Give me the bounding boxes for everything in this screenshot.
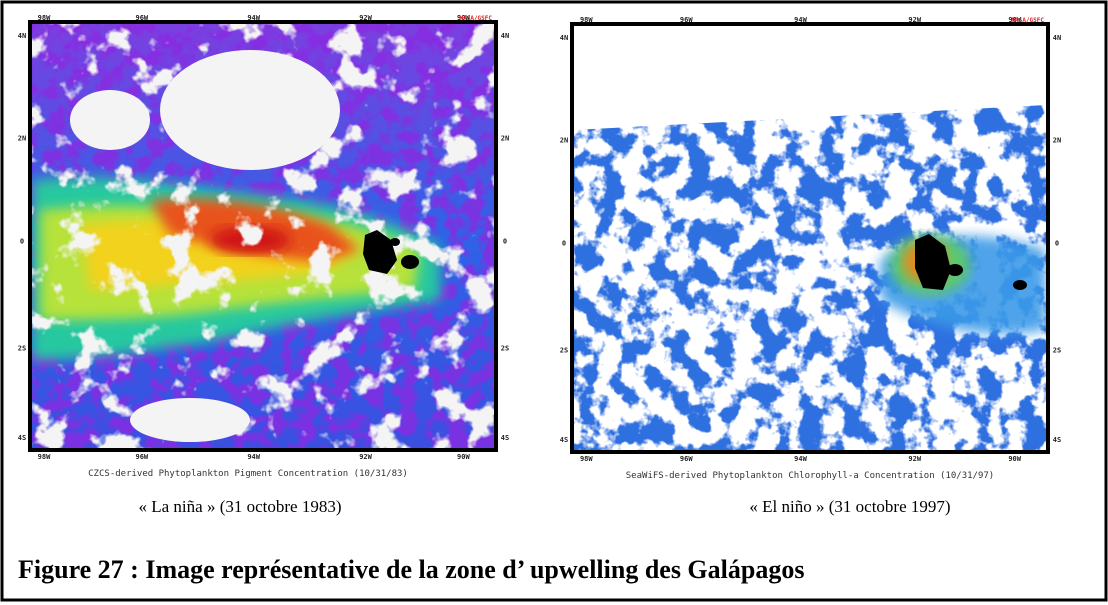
map-left (32, 24, 494, 448)
map-right (574, 26, 1046, 450)
lon-label: 96W (680, 455, 693, 463)
lat-label: 0 (1055, 239, 1059, 247)
lon-label: 94W (247, 14, 260, 22)
lon-label: 96W (136, 14, 149, 22)
lat-label: 4S (18, 434, 26, 442)
lon-label: 92W (359, 453, 372, 461)
lon-label: 92W (359, 14, 372, 22)
lat-label: 2S (560, 346, 568, 354)
lat-label: 4S (560, 436, 568, 444)
lat-label: 4N (18, 32, 26, 40)
figure-caption: Figure 27 : Image représentative de la z… (18, 555, 804, 584)
lon-label: 96W (680, 16, 693, 24)
lon-label: 98W (38, 14, 51, 22)
lat-label: 4S (1053, 436, 1061, 444)
lon-label: 94W (794, 16, 807, 24)
lon-label: 94W (247, 453, 260, 461)
page: {"figure": {"caption": "Figure 27 : Imag… (0, 0, 1108, 605)
lat-label: 2N (18, 135, 26, 143)
lat-label: 2N (1053, 137, 1061, 145)
lat-label: 2S (18, 344, 26, 352)
lon-label: 90W (1008, 455, 1021, 463)
lat-label: 4S (501, 434, 509, 442)
lon-label: 90W (457, 453, 470, 461)
credit: NASA/GSFC (1011, 17, 1044, 24)
lon-label: 94W (794, 455, 807, 463)
lon-label: 98W (580, 455, 593, 463)
body: 98W 98W 96W 96W 94W 94W 92W 92W 90W 90W 4N 4N 2N 2N 0 0… (0, 0, 1108, 605)
lon-label: 96W (136, 453, 149, 461)
lat-label: 0 (503, 237, 507, 245)
lon-label: 98W (580, 16, 593, 24)
lat-label: 2N (560, 137, 568, 145)
lon-label: 92W (908, 16, 921, 24)
lat-label: 2N (501, 135, 509, 143)
lat-label: 0 (20, 237, 24, 245)
figure: 98W 98W 96W 96W 94W 94W 92W 92W 90W 90W 4N 4N 2N 2N 0 0… (0, 0, 1108, 605)
lat-label: 2S (1053, 346, 1061, 354)
image-caption: CZCS-derived Phytoplankton Pigment Conce… (88, 469, 408, 479)
image-caption: SeaWiFS-derived Phytoplankton Chlorophyl… (626, 471, 994, 481)
lat-label: 0 (562, 239, 566, 247)
lat-label: 4N (560, 34, 568, 42)
lat-label: 4N (501, 32, 509, 40)
lat-label: 4N (1053, 34, 1061, 42)
lat-label: 2S (501, 344, 509, 352)
credit: NASA/GSFC (459, 15, 492, 22)
lon-label: 98W (38, 453, 51, 461)
panel-label: « La niña » (31 octobre 1983) (139, 497, 342, 516)
lon-label: 92W (908, 455, 921, 463)
panel-label: « El niño » (31 octobre 1997) (749, 497, 950, 516)
